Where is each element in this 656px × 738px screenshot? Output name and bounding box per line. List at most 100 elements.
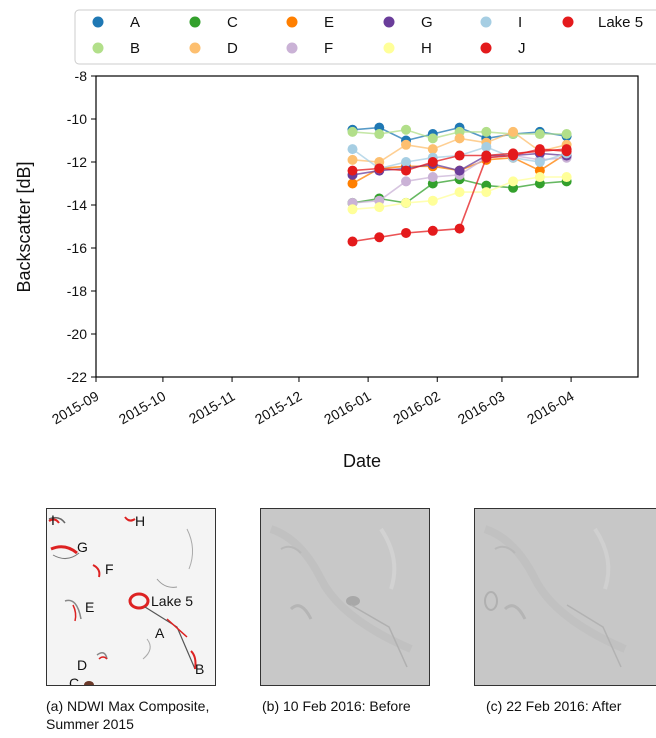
- series: [347, 122, 572, 247]
- series-b: [347, 124, 572, 144]
- data-point: [427, 144, 438, 155]
- data-point: [454, 165, 465, 176]
- x-axis-title: Date: [343, 451, 381, 471]
- data-point: [401, 157, 412, 167]
- y-tick-label: -14: [67, 197, 87, 213]
- legend-label: H: [421, 40, 432, 57]
- legend-swatch: [92, 16, 104, 28]
- legend-item-i: I: [480, 14, 522, 31]
- legend-label: G: [421, 14, 433, 31]
- data-point: [508, 126, 519, 137]
- data-point: [401, 227, 412, 238]
- legend-swatch: [383, 42, 395, 54]
- data-point: [401, 139, 412, 150]
- data-point: [508, 176, 519, 187]
- ndwi-image: [47, 509, 215, 685]
- legend-item-j: J: [480, 40, 526, 57]
- data-point: [427, 225, 438, 236]
- y-tick-label: -12: [67, 154, 87, 170]
- data-point: [427, 133, 438, 144]
- x-tick-label: 2015-12: [252, 388, 305, 428]
- plot-frame: [95, 75, 639, 378]
- data-point: [347, 204, 358, 215]
- legend-swatch: [286, 42, 298, 54]
- x-tick-label: 2016-01: [321, 388, 374, 428]
- map-label-a: A: [155, 625, 165, 641]
- x-axis: 2015-09 2015-10 2015-11 2015-12 2016-01 2016-…: [49, 377, 577, 427]
- data-point: [401, 176, 412, 187]
- x-tick-label: 2016-02: [390, 388, 443, 428]
- data-point: [508, 150, 519, 161]
- legend-label: D: [227, 40, 238, 57]
- legend-item-a: A: [92, 14, 140, 31]
- data-point: [481, 141, 492, 152]
- map-label-d: D: [77, 657, 88, 673]
- map-label-g: G: [77, 539, 88, 555]
- y-tick-label: -8: [75, 68, 88, 84]
- data-point: [534, 129, 545, 140]
- legend-label: A: [130, 14, 140, 31]
- legend-swatch: [189, 42, 201, 54]
- data-point: [561, 172, 572, 183]
- caption-a: (a) NDWI Max Composite, Summer 2015: [46, 698, 210, 732]
- map-label-lake5: Lake 5: [151, 593, 194, 609]
- data-point: [534, 144, 545, 155]
- legend-item-e: E: [286, 14, 334, 31]
- legend-label: F: [324, 40, 333, 57]
- caption-b: (b) 10 Feb 2016: Before: [262, 698, 411, 714]
- legend-item-b: B: [92, 40, 140, 57]
- x-tick-label: 2016-03: [455, 388, 508, 428]
- legend-label: B: [130, 40, 140, 57]
- map-label-e: E: [85, 599, 95, 615]
- legend-item-f: F: [286, 40, 333, 57]
- legend-item-lake-5: Lake 5: [562, 14, 643, 31]
- y-tick-label: -20: [67, 326, 87, 342]
- data-point: [347, 154, 358, 165]
- map-label-i: I: [51, 512, 55, 528]
- data-point: [347, 144, 358, 155]
- x-tick-label: 2015-09: [49, 388, 102, 428]
- panel-after: [474, 508, 656, 686]
- legend-swatch: [286, 16, 298, 28]
- data-point: [481, 126, 492, 137]
- legend-item-c: C: [189, 14, 238, 31]
- data-point: [454, 150, 465, 161]
- data-point: [347, 126, 358, 137]
- sar-image-before: [261, 509, 429, 685]
- y-tick-label: -22: [67, 369, 87, 385]
- data-point: [427, 157, 438, 167]
- y-tick-label: -18: [67, 283, 87, 299]
- map-label-h: H: [135, 513, 146, 529]
- data-point: [374, 202, 385, 213]
- data-point: [481, 187, 492, 198]
- y-tick-label: -16: [67, 240, 87, 256]
- data-point: [374, 129, 385, 140]
- data-point: [561, 146, 572, 157]
- data-point: [347, 236, 358, 247]
- legend-item-h: H: [383, 40, 432, 57]
- legend-swatch: [189, 16, 201, 28]
- map-label-b: B: [195, 661, 205, 677]
- panel-before: [260, 508, 430, 686]
- legend-box: [74, 9, 656, 65]
- sar-image-after: [475, 509, 656, 685]
- data-point: [454, 187, 465, 198]
- y-axis-title: Backscatter [dB]: [14, 161, 34, 292]
- map-label-c: C: [69, 675, 80, 686]
- panel-ndwi-composite: I H G F E Lake 5 A D B C: [46, 508, 216, 686]
- y-axis: -22 -20 -18 -16 -14 -12 -10 -8: [67, 68, 96, 385]
- legend-item-d: D: [189, 40, 238, 57]
- legend-swatch: [383, 16, 395, 28]
- legend-label: J: [518, 40, 526, 57]
- x-tick-label: 2015-10: [116, 388, 169, 428]
- legend-label: C: [227, 14, 238, 31]
- data-point: [401, 124, 412, 135]
- data-point: [347, 178, 358, 189]
- data-point: [561, 129, 572, 140]
- legend-label: I: [518, 14, 522, 31]
- data-point: [401, 197, 412, 208]
- legend-label: E: [324, 14, 334, 31]
- legend-swatch: [480, 42, 492, 54]
- data-point: [481, 152, 492, 163]
- data-point: [427, 195, 438, 206]
